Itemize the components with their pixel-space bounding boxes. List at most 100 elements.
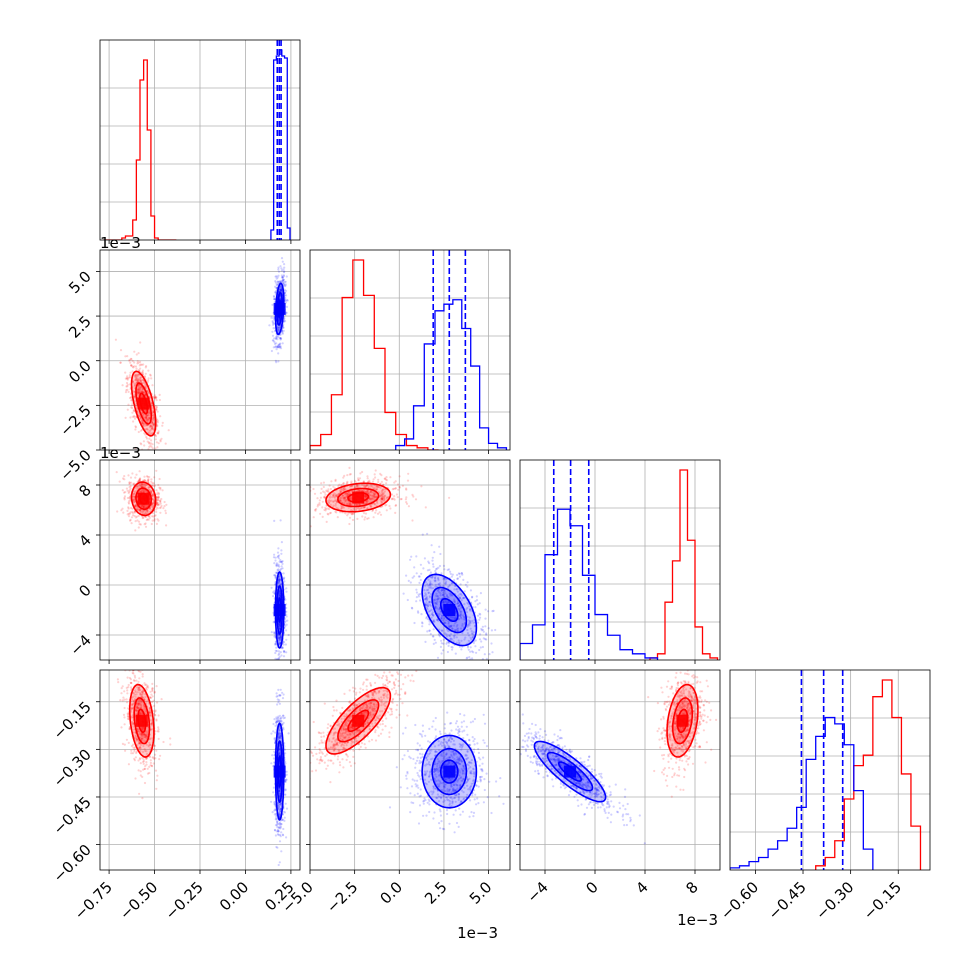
sample-point: [372, 494, 376, 497]
sample-point: [128, 489, 131, 492]
sample-point: [355, 503, 359, 507]
contour-blue-0: [421, 573, 478, 647]
sample-point: [152, 422, 155, 425]
sample-point: [347, 512, 350, 515]
sample-point: [141, 371, 144, 374]
sample-point: [478, 618, 481, 621]
sample-point: [272, 595, 275, 598]
sample-point: [154, 757, 157, 760]
sample-point: [466, 632, 469, 635]
sample-point: [151, 682, 154, 686]
sample-point: [345, 492, 348, 495]
sample-point: [462, 666, 464, 668]
sample-point: [273, 632, 276, 635]
sample-point: [151, 688, 154, 691]
sample-point: [346, 480, 349, 483]
sample-point: [130, 516, 134, 519]
sample-point: [328, 502, 331, 505]
sample-point: [438, 628, 441, 631]
sample-point: [469, 589, 472, 592]
sample-point: [160, 475, 162, 477]
sample-point: [271, 334, 275, 337]
sample-point: [143, 733, 146, 737]
sample-point: [458, 593, 461, 596]
sample-point: [369, 491, 372, 494]
sample-point: [140, 428, 144, 431]
sample-point: [456, 602, 459, 605]
sample-point: [150, 722, 153, 725]
sample-point: [356, 485, 359, 488]
sample-point: [133, 493, 136, 496]
sample-point: [276, 658, 279, 660]
sample-point: [454, 652, 457, 655]
sample-point: [441, 614, 444, 618]
sample-point: [352, 512, 356, 515]
sample-point: [392, 487, 395, 490]
sample-point: [277, 582, 280, 585]
sample-point: [434, 583, 437, 586]
sample-point: [321, 515, 324, 519]
sample-point: [151, 765, 154, 768]
sample-point: [373, 492, 376, 495]
sample-point: [145, 735, 148, 738]
sample-point: [355, 484, 359, 487]
sample-point: [155, 493, 158, 496]
sample-point: [136, 728, 139, 731]
sample-point: [448, 634, 451, 637]
sample-point: [390, 493, 394, 496]
sample-point: [344, 492, 348, 495]
sample-point: [428, 601, 431, 604]
sample-point: [143, 424, 146, 427]
sample-point: [389, 476, 392, 479]
sample-point: [139, 746, 142, 749]
sample-point: [151, 420, 154, 423]
sample-point: [339, 489, 342, 492]
sample-point: [143, 484, 146, 487]
sample-point: [447, 621, 450, 624]
sample-point: [339, 511, 342, 514]
sample-point: [140, 386, 143, 389]
sample-point: [137, 688, 140, 691]
sample-point: [428, 623, 431, 626]
sample-point: [315, 508, 318, 511]
sample-point: [452, 624, 456, 627]
sample-point: [124, 355, 127, 358]
sample-point: [154, 447, 157, 450]
sample-point: [157, 714, 160, 717]
sample-point: [127, 502, 131, 505]
sample-point: [156, 421, 159, 424]
sample-point: [348, 503, 351, 506]
sample-point: [125, 686, 128, 690]
sample-point: [340, 490, 343, 493]
histogram-red-param-2: [649, 469, 719, 660]
sample-point: [279, 336, 282, 340]
sample-point: [278, 578, 281, 581]
sample-point: [460, 606, 463, 609]
sample-point: [280, 289, 283, 292]
sample-point: [357, 507, 360, 510]
sample-point: [397, 488, 400, 491]
sample-point: [405, 501, 408, 504]
sample-point: [340, 506, 343, 509]
sample-point: [134, 516, 137, 519]
sample-point: [273, 574, 276, 577]
sample-point: [450, 624, 453, 628]
sample-point: [477, 671, 479, 673]
sample-point: [156, 431, 159, 435]
sample-point: [150, 653, 152, 655]
sample-point: [467, 674, 469, 676]
sample-point: [469, 627, 472, 630]
sample-point: [286, 299, 289, 302]
sample-point: [150, 421, 153, 424]
sample-point: [277, 344, 281, 347]
sample-point: [137, 391, 141, 394]
sample-point: [285, 651, 288, 654]
sample-point: [374, 484, 377, 487]
sample-point: [362, 506, 365, 509]
sample-point: [420, 613, 423, 616]
sample-point: [277, 335, 280, 339]
sample-point: [459, 612, 462, 615]
sample-point: [468, 624, 471, 627]
sample-point: [335, 500, 338, 503]
sample-point: [449, 633, 453, 636]
